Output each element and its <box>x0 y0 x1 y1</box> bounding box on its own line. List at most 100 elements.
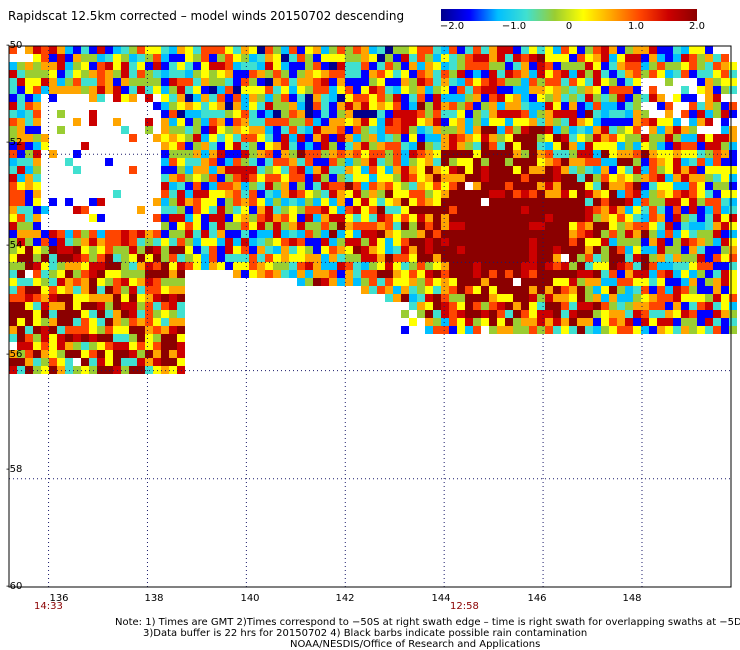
wind-cell <box>545 206 553 214</box>
wind-cell <box>361 182 369 190</box>
wind-cell <box>537 270 545 278</box>
wind-cell <box>353 270 361 278</box>
wind-cell <box>569 310 577 318</box>
wind-cell <box>649 166 657 174</box>
wind-cell <box>473 302 481 310</box>
wind-cell <box>617 62 625 70</box>
wind-cell <box>137 86 145 94</box>
wind-cell <box>65 238 73 246</box>
wind-cell <box>329 102 337 110</box>
wind-cell <box>353 70 361 78</box>
wind-cell <box>241 254 249 262</box>
wind-cell <box>169 254 177 262</box>
wind-cell <box>417 286 425 294</box>
wind-cell <box>41 302 49 310</box>
wind-cell <box>17 302 25 310</box>
wind-cell <box>369 86 377 94</box>
wind-cell <box>489 78 497 86</box>
wind-cell <box>17 334 25 342</box>
wind-cell <box>233 262 241 270</box>
wind-cell <box>649 134 657 142</box>
wind-cell <box>345 94 353 102</box>
wind-cell <box>305 126 313 134</box>
wind-cell <box>209 190 217 198</box>
wind-cell <box>305 158 313 166</box>
wind-cell <box>641 206 649 214</box>
wind-cell <box>185 182 193 190</box>
wind-cell <box>289 246 297 254</box>
wind-cell <box>33 86 41 94</box>
wind-cell <box>577 158 585 166</box>
wind-cell <box>617 294 625 302</box>
wind-cell <box>449 174 457 182</box>
wind-cell <box>601 166 609 174</box>
wind-cell <box>657 198 665 206</box>
wind-cell <box>617 134 625 142</box>
wind-cell <box>97 86 105 94</box>
wind-cell <box>57 78 65 86</box>
wind-cell <box>497 262 505 270</box>
wind-cell <box>89 78 97 86</box>
wind-cell <box>713 246 721 254</box>
wind-cell <box>185 54 193 62</box>
wind-cell <box>89 246 97 254</box>
wind-cell <box>657 166 665 174</box>
wind-cell <box>209 166 217 174</box>
wind-cell <box>185 206 193 214</box>
wind-cell <box>97 70 105 78</box>
wind-cell <box>89 334 97 342</box>
wind-cell <box>457 190 465 198</box>
wind-cell <box>441 166 449 174</box>
wind-cell <box>161 166 169 174</box>
wind-cell <box>609 182 617 190</box>
wind-cell <box>649 238 657 246</box>
wind-cell <box>721 262 729 270</box>
wind-cell <box>9 270 17 278</box>
wind-cell <box>273 206 281 214</box>
wind-cell <box>193 54 201 62</box>
wind-cell <box>393 54 401 62</box>
wind-cell <box>241 246 249 254</box>
wind-cell <box>561 110 569 118</box>
wind-cell <box>641 166 649 174</box>
wind-cell <box>601 134 609 142</box>
wind-cell <box>353 190 361 198</box>
wind-cell <box>33 118 41 126</box>
wind-cell <box>65 46 73 54</box>
wind-cell <box>697 318 705 326</box>
wind-cell <box>713 238 721 246</box>
wind-cell <box>649 318 657 326</box>
wind-cell <box>673 118 681 126</box>
wind-cell <box>513 238 521 246</box>
wind-cell <box>457 270 465 278</box>
wind-cell <box>689 102 697 110</box>
wind-cell <box>705 190 713 198</box>
wind-cell <box>513 326 521 334</box>
wind-cell <box>193 78 201 86</box>
wind-cell <box>9 62 17 70</box>
wind-cell <box>9 350 17 358</box>
wind-cell <box>713 182 721 190</box>
wind-cell <box>9 142 17 150</box>
wind-cell <box>609 102 617 110</box>
wind-cell <box>177 190 185 198</box>
wind-cell <box>705 134 713 142</box>
wind-cell <box>657 142 665 150</box>
wind-cell <box>521 198 529 206</box>
wind-cell <box>417 118 425 126</box>
wind-cell <box>433 294 441 302</box>
wind-cell <box>529 190 537 198</box>
wind-cell <box>577 94 585 102</box>
wind-cell <box>113 190 121 198</box>
wind-cell <box>649 254 657 262</box>
wind-cell <box>49 78 57 86</box>
wind-cell <box>681 126 689 134</box>
wind-cell <box>273 118 281 126</box>
wind-cell <box>9 222 17 230</box>
wind-cell <box>57 110 65 118</box>
wind-cell <box>241 118 249 126</box>
wind-cell <box>57 318 65 326</box>
wind-cell <box>641 286 649 294</box>
wind-cell <box>697 270 705 278</box>
wind-cell <box>433 238 441 246</box>
